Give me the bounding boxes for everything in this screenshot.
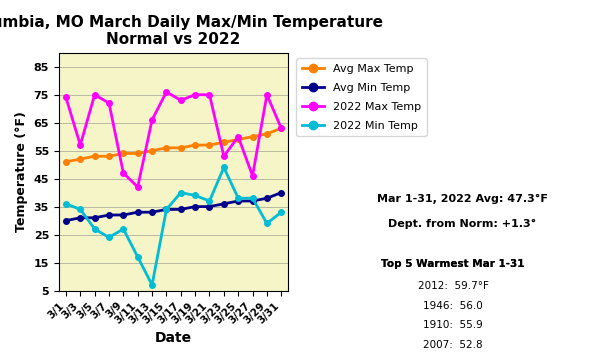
Text: 1946:  56.0: 1946: 56.0 xyxy=(423,301,483,311)
Line: Avg Max Temp: Avg Max Temp xyxy=(63,126,284,165)
Text: 1910:  55.9: 1910: 55.9 xyxy=(423,320,483,330)
Avg Min Temp xyxy=(106,213,113,217)
2022 Min Temp xyxy=(62,202,70,206)
2022 Min Temp xyxy=(206,199,213,203)
Text: Dept. from Norm: +1.3°: Dept. from Norm: +1.3° xyxy=(388,219,536,229)
Text: 2007:  52.8: 2007: 52.8 xyxy=(423,340,483,350)
2022 Max Temp xyxy=(191,93,199,97)
Avg Max Temp xyxy=(120,151,127,156)
Avg Min Temp xyxy=(263,196,271,201)
Avg Min Temp xyxy=(249,199,256,203)
2022 Min Temp xyxy=(235,196,242,201)
Avg Min Temp xyxy=(62,219,70,223)
Avg Min Temp xyxy=(177,207,184,212)
Title: Columbia, MO March Daily Max/Min Temperature
Normal vs 2022: Columbia, MO March Daily Max/Min Tempera… xyxy=(0,15,383,48)
Avg Max Temp xyxy=(263,132,271,136)
Avg Max Temp xyxy=(278,126,285,130)
2022 Max Temp xyxy=(163,90,170,94)
Avg Max Temp xyxy=(177,146,184,150)
2022 Max Temp xyxy=(235,135,242,139)
Line: 2022 Max Temp: 2022 Max Temp xyxy=(63,89,284,190)
Line: 2022 Min Temp: 2022 Min Temp xyxy=(63,165,284,288)
2022 Max Temp xyxy=(77,143,84,147)
2022 Min Temp xyxy=(91,227,98,231)
2022 Min Temp xyxy=(134,255,142,259)
Avg Min Temp xyxy=(163,207,170,212)
2022 Max Temp xyxy=(148,118,155,122)
Avg Min Temp xyxy=(148,210,155,214)
Avg Max Temp xyxy=(206,143,213,147)
2022 Max Temp xyxy=(134,185,142,189)
2022 Min Temp xyxy=(163,207,170,212)
Avg Min Temp xyxy=(77,216,84,220)
Avg Min Temp xyxy=(220,202,227,206)
Avg Min Temp xyxy=(278,190,285,195)
Avg Max Temp xyxy=(220,140,227,144)
2022 Max Temp xyxy=(91,93,98,97)
2022 Min Temp xyxy=(220,165,227,170)
2022 Min Temp xyxy=(177,190,184,195)
Line: Avg Min Temp: Avg Min Temp xyxy=(63,190,284,223)
2022 Min Temp xyxy=(191,193,199,198)
Avg Min Temp xyxy=(91,216,98,220)
Avg Max Temp xyxy=(249,135,256,139)
Avg Min Temp xyxy=(206,204,213,209)
Avg Min Temp xyxy=(120,213,127,217)
Avg Max Temp xyxy=(148,148,155,153)
Avg Min Temp xyxy=(134,210,142,214)
Avg Min Temp xyxy=(191,204,199,209)
2022 Max Temp xyxy=(120,171,127,175)
2022 Max Temp xyxy=(206,93,213,97)
Avg Max Temp xyxy=(191,143,199,147)
Avg Max Temp xyxy=(91,154,98,158)
Avg Max Temp xyxy=(106,154,113,158)
X-axis label: Date: Date xyxy=(155,331,192,345)
2022 Max Temp xyxy=(220,154,227,158)
Avg Max Temp xyxy=(163,146,170,150)
Avg Max Temp xyxy=(77,157,84,161)
2022 Min Temp xyxy=(120,227,127,231)
Avg Max Temp xyxy=(134,151,142,156)
2022 Min Temp xyxy=(148,283,155,287)
Y-axis label: Temperature (°F): Temperature (°F) xyxy=(15,111,28,232)
Text: Top 5 Warmest Mar 1-31: Top 5 Warmest Mar 1-31 xyxy=(381,259,525,269)
2022 Min Temp xyxy=(106,235,113,239)
Text: Top 5 Warmest Mar 1-31: Top 5 Warmest Mar 1-31 xyxy=(381,259,525,269)
2022 Max Temp xyxy=(106,101,113,105)
2022 Max Temp xyxy=(249,174,256,178)
Avg Max Temp xyxy=(235,137,242,141)
2022 Min Temp xyxy=(263,221,271,226)
2022 Min Temp xyxy=(249,196,256,201)
Text: Mar 1-31, 2022 Avg: 47.3°F: Mar 1-31, 2022 Avg: 47.3°F xyxy=(377,194,547,204)
Text: 2012:  59.7°F: 2012: 59.7°F xyxy=(418,281,488,291)
2022 Max Temp xyxy=(62,95,70,100)
2022 Max Temp xyxy=(177,98,184,103)
Avg Max Temp xyxy=(62,160,70,164)
2022 Max Temp xyxy=(278,126,285,130)
Legend: Avg Max Temp, Avg Min Temp, 2022 Max Temp, 2022 Min Temp: Avg Max Temp, Avg Min Temp, 2022 Max Tem… xyxy=(296,58,427,136)
2022 Min Temp xyxy=(77,207,84,212)
2022 Min Temp xyxy=(278,210,285,214)
Avg Min Temp xyxy=(235,199,242,203)
2022 Max Temp xyxy=(263,93,271,97)
